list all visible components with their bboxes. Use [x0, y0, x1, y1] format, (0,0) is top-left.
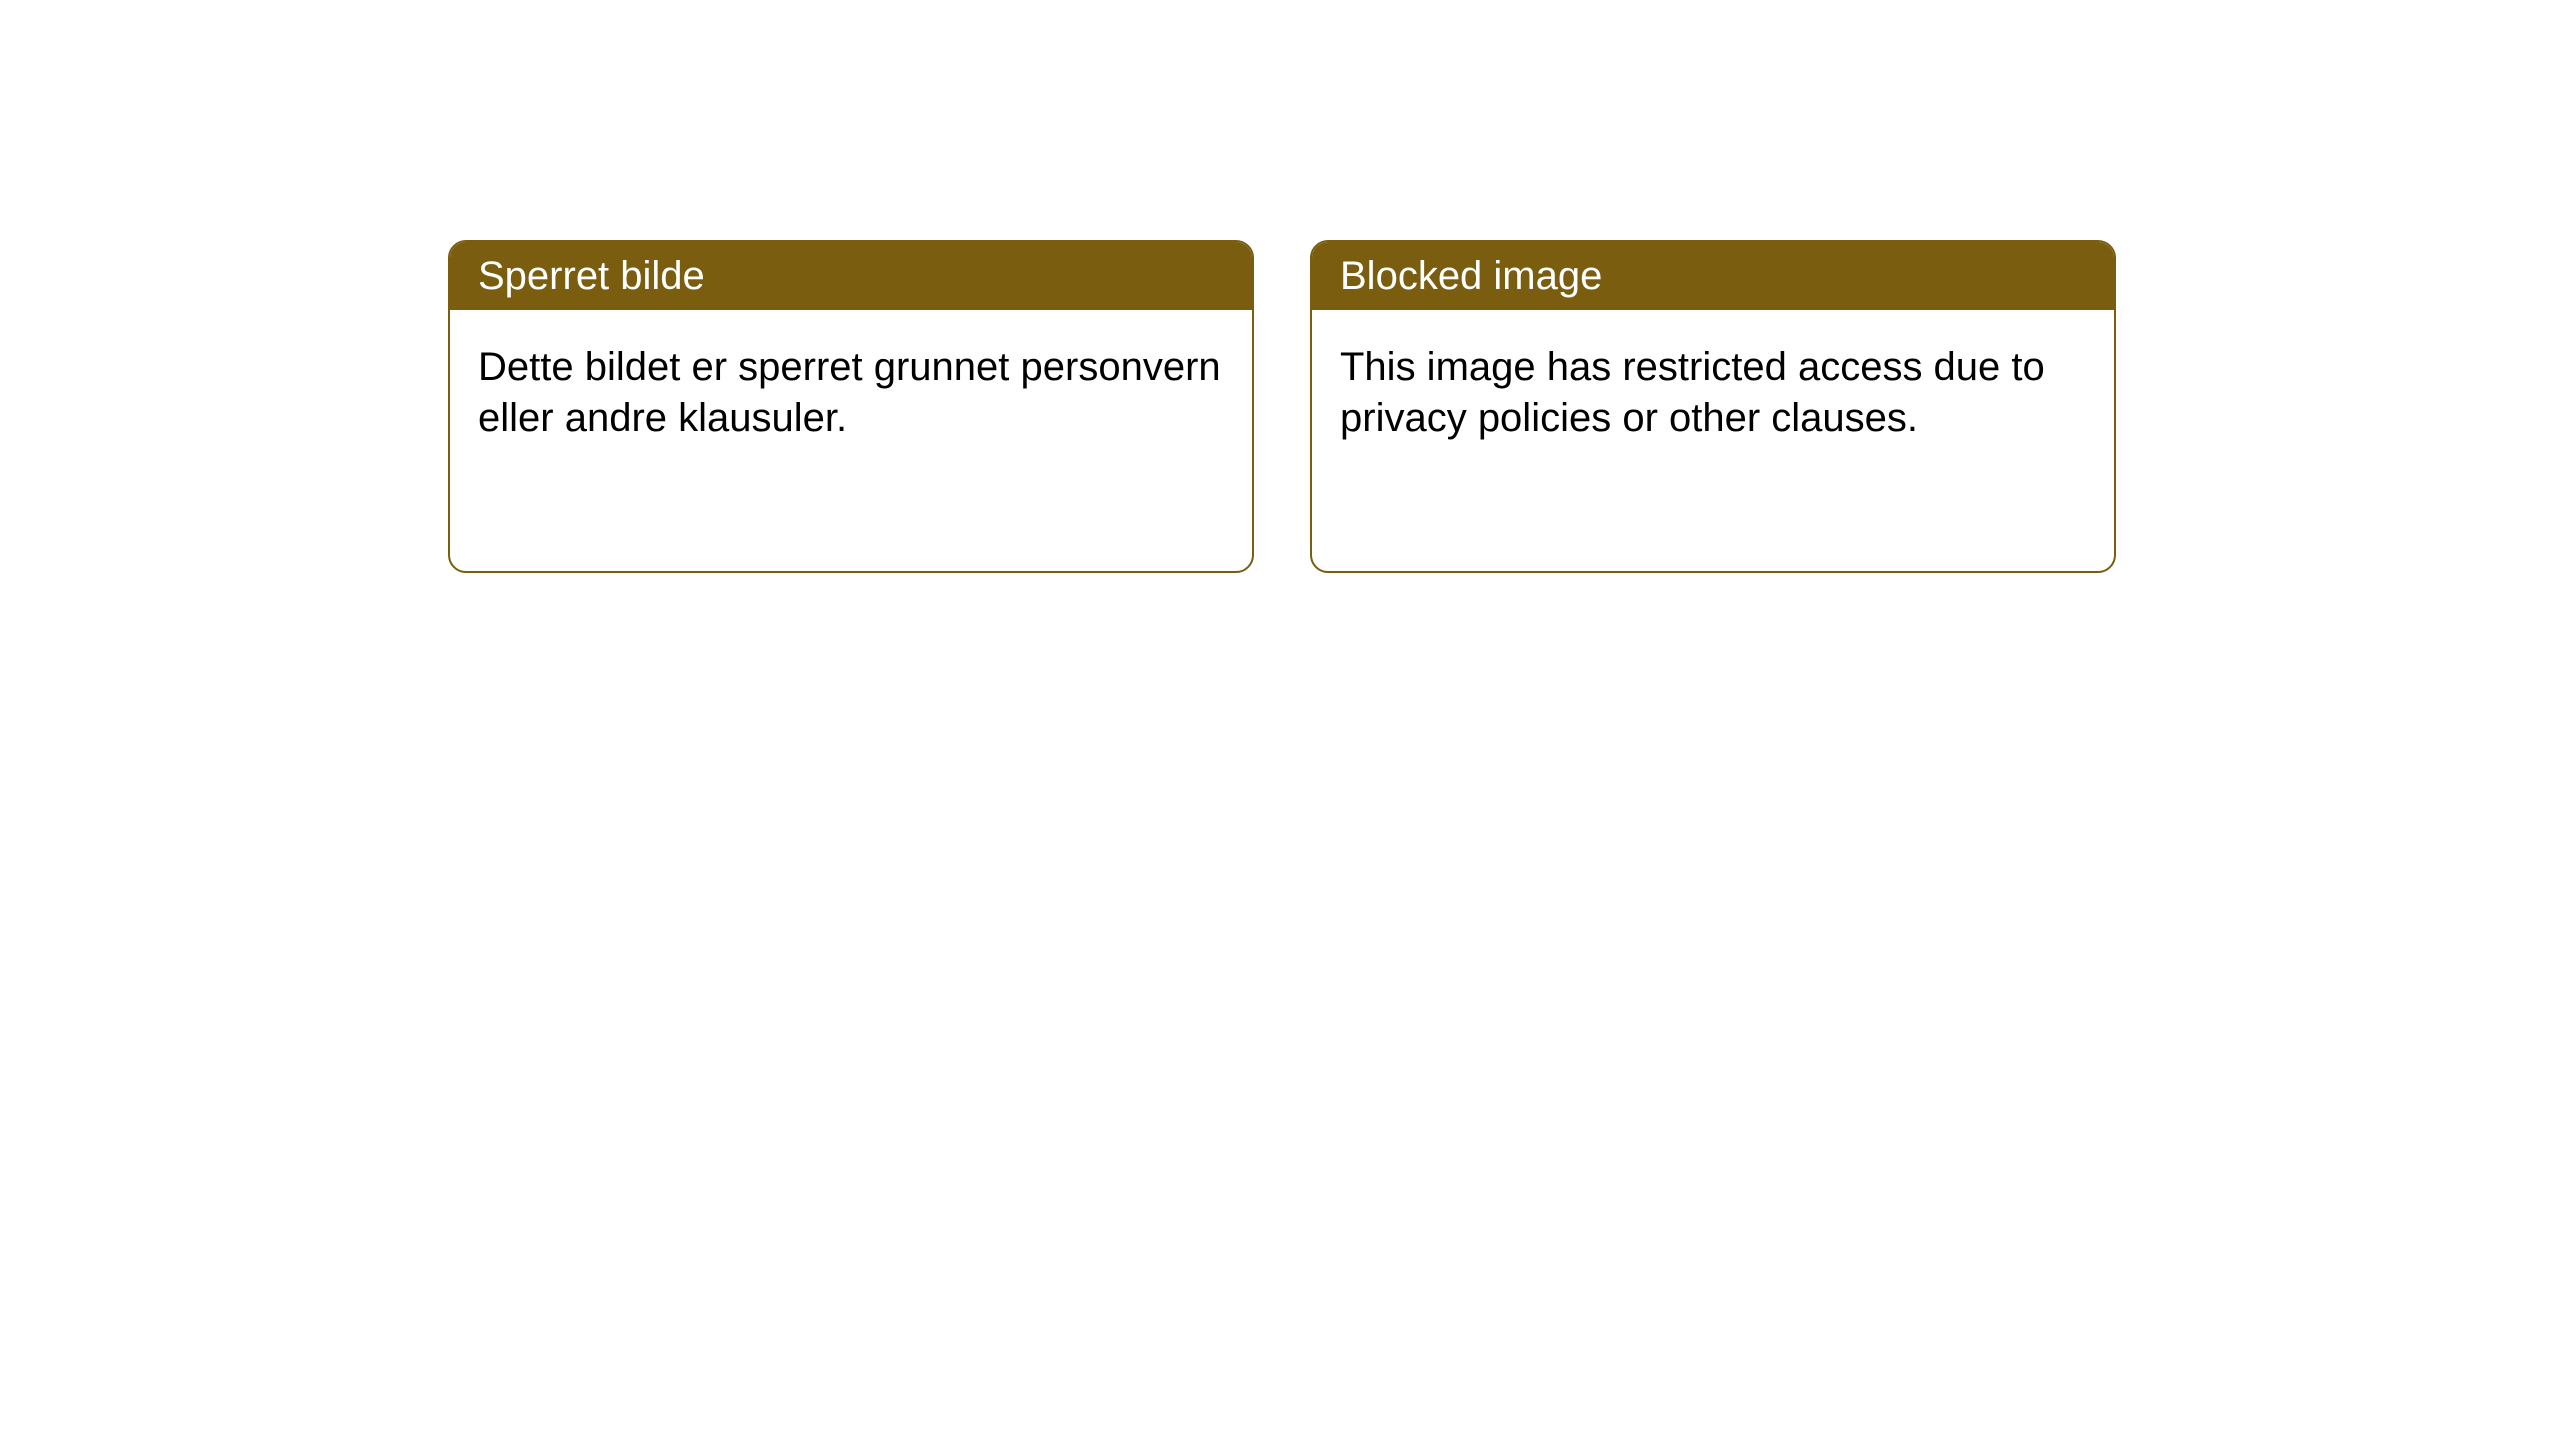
- notice-title: Sperret bilde: [478, 254, 705, 298]
- notice-box-norwegian: Sperret bilde Dette bildet er sperret gr…: [448, 240, 1254, 573]
- notice-body-text: Dette bildet er sperret grunnet personve…: [478, 345, 1221, 440]
- notice-body: Dette bildet er sperret grunnet personve…: [450, 310, 1252, 476]
- notice-title: Blocked image: [1340, 254, 1602, 298]
- notice-body-text: This image has restricted access due to …: [1340, 345, 2045, 440]
- notice-body: This image has restricted access due to …: [1312, 310, 2114, 476]
- notice-header: Sperret bilde: [450, 242, 1252, 310]
- notice-header: Blocked image: [1312, 242, 2114, 310]
- notice-container: Sperret bilde Dette bildet er sperret gr…: [448, 240, 2116, 573]
- notice-box-english: Blocked image This image has restricted …: [1310, 240, 2116, 573]
